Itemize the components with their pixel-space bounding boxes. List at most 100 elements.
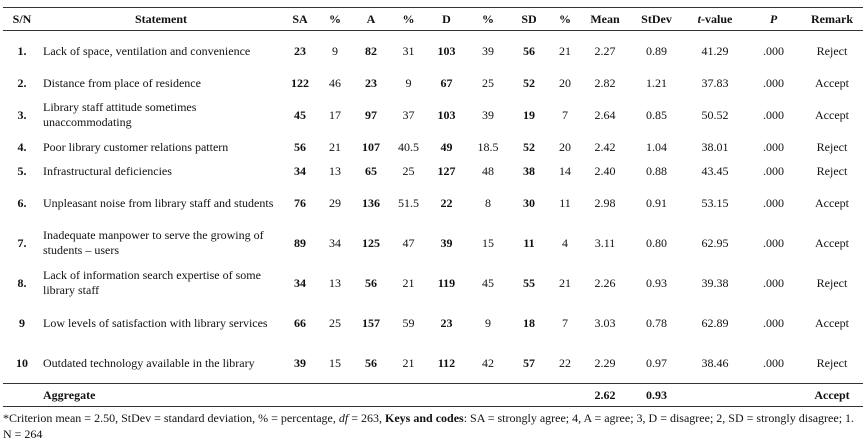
data-cell: 13 <box>329 163 341 178</box>
data-cell: 21 <box>559 275 571 290</box>
column-header: Remark <box>801 7 863 31</box>
footnote-text: = 263, <box>348 411 386 425</box>
data-cell: 23 <box>440 315 453 330</box>
data-cell: 51.5 <box>398 195 419 210</box>
empty-cell <box>426 383 467 407</box>
data-cell: 0.78 <box>646 315 667 330</box>
column-header: P <box>746 7 801 31</box>
data-cell: Reject <box>816 163 848 178</box>
statement-cell: Inadequate manpower to serve the growing… <box>43 228 264 257</box>
data-cell: 2.64 <box>594 107 616 122</box>
header-text: SA <box>292 11 308 26</box>
header-text: D <box>442 11 451 26</box>
data-cell: 38.01 <box>701 139 729 154</box>
header-text: P <box>769 11 778 26</box>
data-cell: 10 <box>3 343 41 384</box>
data-cell: 7 <box>562 107 568 122</box>
data-cell: 65 <box>365 163 377 178</box>
empty-cell <box>3 383 41 407</box>
data-cell: 4 <box>562 235 568 250</box>
header-text: -value <box>701 11 733 26</box>
column-header: SA <box>281 7 319 31</box>
statement-cell: Infrastructural deficiencies <box>43 163 172 178</box>
data-cell: .000 <box>763 315 784 330</box>
data-cell: .000 <box>746 343 801 384</box>
data-cell: 15 <box>482 235 494 250</box>
data-cell: Reject <box>816 275 848 290</box>
data-cell: 103 <box>437 43 456 58</box>
table-row: 7. Inadequate manpower to serve the growi… <box>3 223 863 263</box>
data-cell: 2.98 <box>594 195 616 210</box>
data-cell: 21 <box>402 275 415 290</box>
column-header: t-value <box>684 7 746 31</box>
data-cell: 62.89 <box>701 315 729 330</box>
data-cell: 2.82 <box>594 75 616 90</box>
column-header: Statement <box>41 7 281 31</box>
header-text: A <box>366 11 376 26</box>
data-cell: 56 <box>294 139 306 154</box>
data-cell: .000 <box>763 275 784 290</box>
data-cell: .000 <box>763 235 784 250</box>
table-row: 9 Low levels of satisfaction with library… <box>3 303 863 343</box>
data-cell: 0.93 <box>646 275 667 290</box>
data-cell: 47 <box>402 235 415 250</box>
statement-cell: Unpleasant noise from library staff and … <box>43 195 274 210</box>
data-cell: 55 <box>523 275 535 290</box>
statement-cell: Poor library customer relations pattern <box>43 139 229 154</box>
data-cell: 9 <box>405 75 412 90</box>
empty-cell <box>549 383 581 407</box>
data-cell: 56 <box>351 343 391 384</box>
data-cell: 0.97 <box>629 343 684 384</box>
data-cell: 2.40 <box>594 163 616 178</box>
data-cell: 53.15 <box>701 195 729 210</box>
data-cell: 56 <box>365 275 377 290</box>
header-text: Mean <box>590 11 620 26</box>
data-cell: 22 <box>549 343 581 384</box>
data-cell: 40.5 <box>398 139 419 154</box>
data-cell: 25 <box>402 163 415 178</box>
data-cell: 2.29 <box>581 343 629 384</box>
data-cell: 136 <box>362 195 380 210</box>
data-cell: .000 <box>763 163 784 178</box>
data-cell: 21 <box>559 43 571 58</box>
data-cell: 0.80 <box>646 235 667 250</box>
data-cell: 8 <box>485 195 491 210</box>
header-text: % <box>402 11 415 26</box>
data-cell: Reject <box>801 343 863 384</box>
empty-cell <box>319 383 351 407</box>
data-cell: 38.46 <box>684 343 746 384</box>
data-cell: 20 <box>559 75 571 90</box>
data-cell: 34 <box>294 163 306 178</box>
data-cell: 2. <box>17 75 27 90</box>
statement-cell: Outdated technology available in the lib… <box>41 343 281 384</box>
data-cell: 38 <box>523 163 535 178</box>
data-cell: 119 <box>437 275 456 290</box>
data-cell: 13 <box>329 275 341 290</box>
data-cell: 4. <box>17 139 27 154</box>
table-row: 10 Outdated technology available in the l… <box>3 343 863 384</box>
header-text: t <box>697 11 701 26</box>
data-cell: 6. <box>17 195 27 210</box>
data-cell: 125 <box>362 235 380 250</box>
data-cell: 56 <box>523 43 535 58</box>
data-cell: 30 <box>523 195 535 210</box>
data-cell: 157 <box>362 315 380 330</box>
data-cell: Accept <box>815 75 849 90</box>
data-cell: 49 <box>440 139 453 154</box>
data-cell: 37 <box>402 107 415 122</box>
data-cell: 25 <box>482 75 494 90</box>
footnote-text: *Criterion mean = 2.50, StDev = standard… <box>3 411 339 425</box>
data-cell: 127 <box>437 163 456 178</box>
column-header: % <box>319 7 351 31</box>
data-cell: Accept <box>815 235 849 250</box>
data-cell: 46 <box>329 75 341 90</box>
data-cell: Accept <box>815 107 849 122</box>
data-cell: 50.52 <box>701 107 729 122</box>
data-cell: 43.45 <box>701 163 729 178</box>
empty-cell <box>746 383 801 407</box>
data-cell: 39 <box>440 235 453 250</box>
data-cell: 31 <box>402 43 415 58</box>
header-text: StDev <box>641 11 672 26</box>
data-cell: 89 <box>294 235 306 250</box>
